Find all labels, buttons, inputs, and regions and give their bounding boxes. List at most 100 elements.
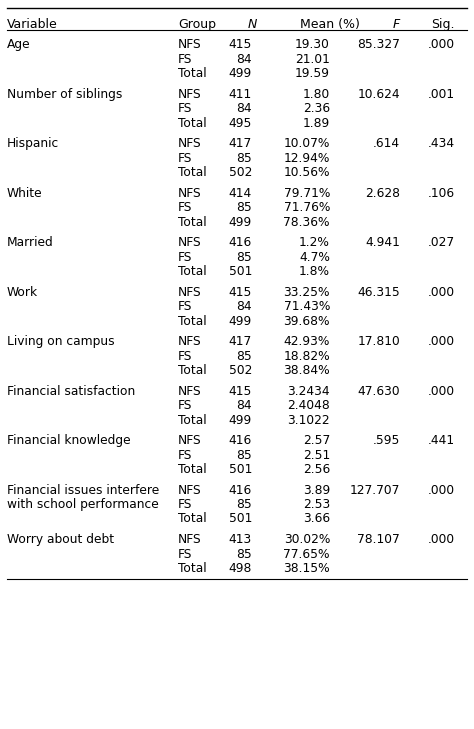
- Text: 47.630: 47.630: [357, 384, 400, 397]
- Text: NFS: NFS: [178, 87, 201, 101]
- Text: Total: Total: [178, 364, 207, 377]
- Text: 12.94%: 12.94%: [283, 152, 330, 165]
- Text: FS: FS: [178, 349, 192, 362]
- Text: 502: 502: [228, 364, 252, 377]
- Text: 3.2434: 3.2434: [287, 384, 330, 397]
- Text: Total: Total: [178, 265, 207, 278]
- Text: Sig.: Sig.: [431, 18, 455, 31]
- Text: 415: 415: [228, 384, 252, 397]
- Text: NFS: NFS: [178, 137, 201, 150]
- Text: NFS: NFS: [178, 38, 201, 51]
- Text: 85: 85: [236, 547, 252, 561]
- Text: Hispanic: Hispanic: [7, 137, 59, 150]
- Text: White: White: [7, 187, 43, 200]
- Text: Total: Total: [178, 216, 207, 228]
- Text: FS: FS: [178, 152, 192, 165]
- Text: NFS: NFS: [178, 384, 201, 397]
- Text: Total: Total: [178, 413, 207, 426]
- Text: 416: 416: [229, 434, 252, 447]
- Text: FS: FS: [178, 498, 192, 511]
- Text: N: N: [247, 18, 257, 31]
- Text: 42.93%: 42.93%: [283, 335, 330, 348]
- Text: 85: 85: [236, 251, 252, 263]
- Text: Financial issues interfere: Financial issues interfere: [7, 483, 159, 496]
- Text: FS: FS: [178, 448, 192, 461]
- Text: 416: 416: [229, 483, 252, 496]
- Text: 21.01: 21.01: [295, 52, 330, 66]
- Text: Variable: Variable: [7, 18, 58, 31]
- Text: 2.56: 2.56: [303, 463, 330, 476]
- Text: 2.36: 2.36: [303, 102, 330, 115]
- Text: 4.7%: 4.7%: [299, 251, 330, 263]
- Text: Financial knowledge: Financial knowledge: [7, 434, 131, 447]
- Text: 84: 84: [237, 52, 252, 66]
- Text: .000: .000: [428, 483, 455, 496]
- Text: 2.53: 2.53: [303, 498, 330, 511]
- Text: .000: .000: [428, 38, 455, 51]
- Text: Age: Age: [7, 38, 31, 51]
- Text: .595: .595: [373, 434, 400, 447]
- Text: 413: 413: [229, 533, 252, 546]
- Text: Total: Total: [178, 562, 207, 575]
- Text: 33.25%: 33.25%: [283, 286, 330, 298]
- Text: 39.68%: 39.68%: [283, 314, 330, 327]
- Text: 30.02%: 30.02%: [283, 533, 330, 546]
- Text: 38.84%: 38.84%: [283, 364, 330, 377]
- Text: .614: .614: [373, 137, 400, 150]
- Text: Work: Work: [7, 286, 38, 298]
- Text: Total: Total: [178, 463, 207, 476]
- Text: 2.4048: 2.4048: [287, 399, 330, 412]
- Text: .441: .441: [428, 434, 455, 447]
- Text: Total: Total: [178, 117, 207, 130]
- Text: 85.327: 85.327: [357, 38, 400, 51]
- Text: 411: 411: [229, 87, 252, 101]
- Text: NFS: NFS: [178, 533, 201, 546]
- Text: 499: 499: [229, 67, 252, 80]
- Text: Mean (%): Mean (%): [300, 18, 360, 31]
- Text: 499: 499: [229, 216, 252, 228]
- Text: NFS: NFS: [178, 335, 201, 348]
- Text: Total: Total: [178, 67, 207, 80]
- Text: 85: 85: [236, 201, 252, 214]
- Text: 415: 415: [228, 286, 252, 298]
- Text: .000: .000: [428, 286, 455, 298]
- Text: 498: 498: [228, 562, 252, 575]
- Text: 501: 501: [228, 463, 252, 476]
- Text: Total: Total: [178, 166, 207, 179]
- Text: 501: 501: [228, 265, 252, 278]
- Text: 2.628: 2.628: [365, 187, 400, 200]
- Text: 84: 84: [237, 399, 252, 412]
- Text: 499: 499: [229, 314, 252, 327]
- Text: 3.66: 3.66: [303, 512, 330, 526]
- Text: 71.76%: 71.76%: [283, 201, 330, 214]
- Text: NFS: NFS: [178, 434, 201, 447]
- Text: 19.30: 19.30: [295, 38, 330, 51]
- Text: Total: Total: [178, 512, 207, 526]
- Text: 3.1022: 3.1022: [287, 413, 330, 426]
- Text: 17.810: 17.810: [357, 335, 400, 348]
- Text: NFS: NFS: [178, 187, 201, 200]
- Text: 38.15%: 38.15%: [283, 562, 330, 575]
- Text: 417: 417: [229, 335, 252, 348]
- Text: 85: 85: [236, 349, 252, 362]
- Text: 84: 84: [237, 300, 252, 313]
- Text: 10.624: 10.624: [357, 87, 400, 101]
- Text: Living on campus: Living on campus: [7, 335, 115, 348]
- Text: 495: 495: [228, 117, 252, 130]
- Text: 2.57: 2.57: [303, 434, 330, 447]
- Text: FS: FS: [178, 300, 192, 313]
- Text: 78.36%: 78.36%: [283, 216, 330, 228]
- Text: 85: 85: [236, 448, 252, 461]
- Text: 1.2%: 1.2%: [299, 236, 330, 249]
- Text: .434: .434: [428, 137, 455, 150]
- Text: 10.07%: 10.07%: [283, 137, 330, 150]
- Text: FS: FS: [178, 251, 192, 263]
- Text: FS: FS: [178, 102, 192, 115]
- Text: .027: .027: [428, 236, 455, 249]
- Text: F: F: [393, 18, 400, 31]
- Text: 2.51: 2.51: [303, 448, 330, 461]
- Text: with school performance: with school performance: [7, 498, 159, 511]
- Text: 84: 84: [237, 102, 252, 115]
- Text: 502: 502: [228, 166, 252, 179]
- Text: 415: 415: [228, 38, 252, 51]
